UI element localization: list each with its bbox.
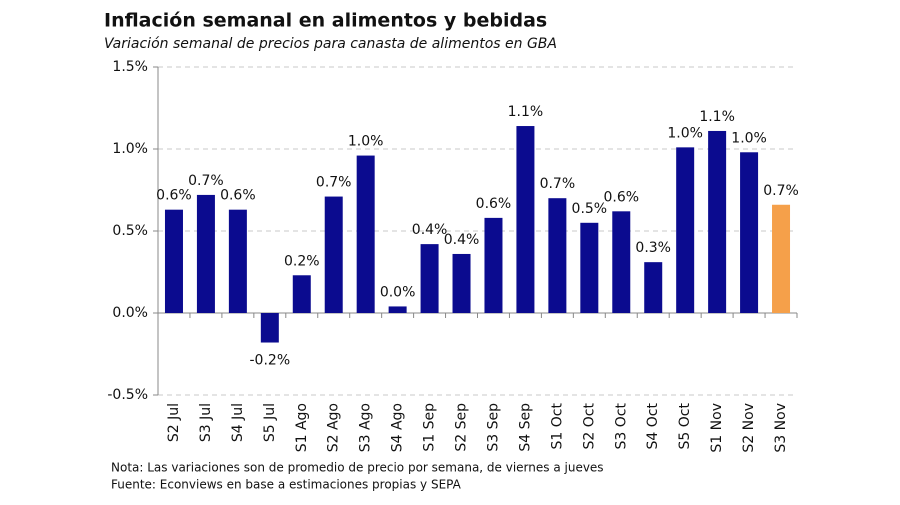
y-tick-label: -0.5%	[107, 387, 148, 403]
bar	[772, 204, 791, 313]
x-tick-label: S2 Jul	[166, 403, 182, 442]
bar	[164, 209, 183, 313]
x-tick-label: S5 Jul	[262, 403, 278, 442]
x-tick-label: S1 Nov	[709, 403, 725, 453]
x-tick-label: S4 Oct	[645, 402, 661, 449]
value-label: 1.0%	[731, 130, 767, 146]
value-label: 1.1%	[508, 104, 544, 120]
value-label: 1.0%	[667, 125, 703, 141]
note: Nota: Las variaciones son de promedio de…	[111, 461, 604, 475]
value-label: 0.7%	[763, 183, 799, 199]
value-label: 0.6%	[603, 189, 639, 205]
x-tick-label: S1 Oct	[549, 402, 565, 449]
x-tick-label: S4 Ago	[390, 403, 406, 452]
bar	[580, 222, 599, 313]
x-tick-label: S2 Oct	[581, 402, 597, 449]
bar	[644, 262, 663, 313]
x-tick-label: S1 Ago	[294, 403, 310, 452]
value-label: 0.6%	[220, 188, 256, 204]
bar	[356, 155, 375, 313]
source: Fuente: Econviews en base a estimaciones…	[111, 478, 462, 492]
value-label: 0.3%	[635, 240, 671, 256]
bar	[708, 130, 727, 313]
value-label: 0.7%	[316, 175, 352, 191]
value-label: 0.7%	[188, 173, 224, 189]
bar	[196, 194, 215, 313]
x-tick-label: S2 Nov	[741, 403, 757, 453]
x-tick-label: S5 Oct	[677, 402, 693, 449]
x-tick-label: S4 Sep	[517, 403, 533, 452]
bar	[292, 275, 311, 313]
value-label: 0.4%	[412, 222, 448, 238]
y-tick-label: 1.5%	[112, 59, 148, 75]
value-label: 0.7%	[540, 176, 576, 192]
bar	[260, 313, 279, 343]
bar	[452, 253, 471, 313]
value-label: 1.0%	[348, 134, 384, 150]
y-tick-label: 0.0%	[112, 305, 148, 321]
y-tick-label: 1.0%	[112, 141, 148, 157]
x-tick-label: S4 Jul	[230, 403, 246, 442]
bar	[420, 244, 439, 313]
bar	[612, 211, 631, 313]
bar	[484, 217, 503, 313]
x-tick-label: S1 Sep	[422, 403, 438, 452]
bar	[388, 306, 407, 313]
bar	[740, 152, 759, 313]
bar	[228, 209, 247, 313]
bar	[676, 147, 695, 313]
value-label: 1.1%	[699, 109, 735, 125]
chart-title: Inflación semanal en alimentos y bebidas	[104, 10, 547, 32]
x-tick-label: S3 Ago	[358, 403, 374, 452]
x-tick-label: S3 Sep	[485, 403, 501, 452]
chart-subtitle: Variación semanal de precios para canast…	[104, 36, 557, 52]
x-tick-label: S3 Jul	[198, 403, 214, 442]
value-label: 0.5%	[572, 201, 608, 217]
y-tick-label: 0.5%	[112, 223, 148, 239]
x-tick-label: S3 Nov	[773, 403, 789, 453]
x-tick-label: S3 Oct	[613, 402, 629, 449]
bar	[324, 196, 343, 313]
value-label: 0.2%	[284, 253, 320, 269]
value-label: 0.0%	[380, 284, 416, 300]
value-label: 0.6%	[156, 188, 192, 204]
bar	[548, 198, 567, 313]
bar	[516, 126, 535, 313]
value-label: 0.6%	[476, 196, 512, 212]
x-tick-label: S2 Sep	[454, 403, 470, 452]
value-label: -0.2%	[250, 353, 291, 369]
x-tick-label: S2 Ago	[326, 403, 342, 452]
value-label: 0.4%	[444, 232, 480, 248]
